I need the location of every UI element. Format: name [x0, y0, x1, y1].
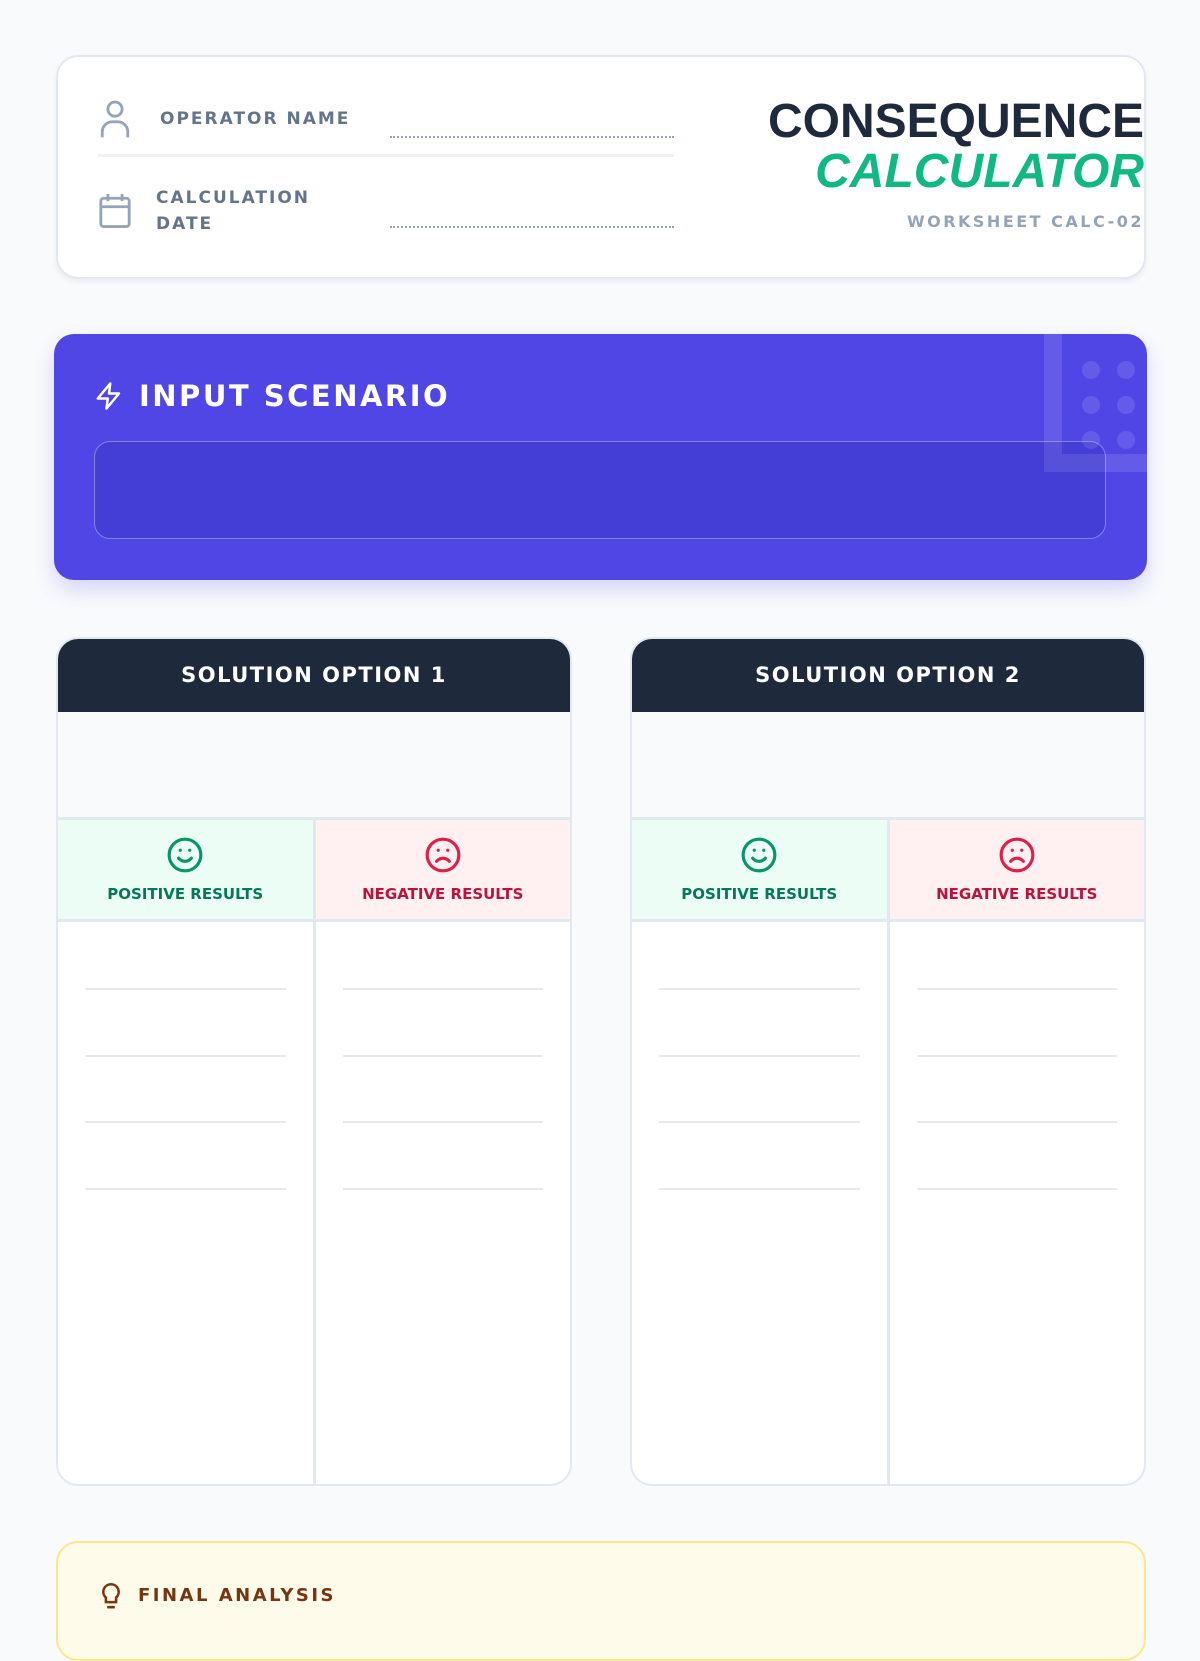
entry-line[interactable] [85, 1188, 286, 1190]
positive-column: POSITIVE RESULTS [632, 820, 887, 1484]
negative-column: NEGATIVE RESULTS [312, 820, 570, 1484]
positive-label: POSITIVE RESULTS [681, 885, 838, 903]
calculator-icon [1044, 334, 1147, 472]
entry-line[interactable] [916, 1121, 1117, 1123]
frown-icon [425, 837, 461, 873]
option-title: SOLUTION OPTION 1 [58, 639, 570, 712]
entry-line[interactable] [342, 1188, 543, 1190]
final-analysis-panel: FINAL ANALYSIS [56, 1541, 1146, 1661]
entry-line[interactable] [342, 988, 543, 990]
operator-name-input[interactable] [390, 136, 674, 138]
date-label: CALCULATION DATE [156, 188, 311, 234]
positive-column: POSITIVE RESULTS [58, 820, 313, 1484]
scenario-title: INPUT SCENARIO [139, 379, 451, 413]
lightbulb-icon [102, 1583, 120, 1609]
title-line-2: CALCULATOR [815, 145, 1144, 198]
smile-icon [167, 837, 203, 873]
title-line-1: CONSEQUENCE [767, 95, 1144, 148]
entry-line[interactable] [659, 1055, 860, 1057]
entry-line[interactable] [659, 988, 860, 990]
user-icon [100, 100, 130, 138]
negative-column: NEGATIVE RESULTS [886, 820, 1144, 1484]
frown-icon [999, 837, 1035, 873]
entry-line[interactable] [916, 988, 1117, 990]
positive-label: POSITIVE RESULTS [107, 885, 264, 903]
entry-line[interactable] [659, 1188, 860, 1190]
lightning-icon [96, 382, 121, 410]
entry-line[interactable] [85, 1055, 286, 1057]
scenario-input[interactable] [94, 441, 1106, 539]
entry-line[interactable] [916, 1055, 1117, 1057]
entry-line[interactable] [659, 1121, 860, 1123]
page-title: CONSEQUENCE CALCULATOR [768, 97, 1144, 197]
divider [98, 154, 674, 157]
entry-line[interactable] [85, 988, 286, 990]
entry-line[interactable] [342, 1121, 543, 1123]
entry-line[interactable] [916, 1188, 1117, 1190]
negative-label: NEGATIVE RESULTS [936, 885, 1098, 903]
final-analysis-title: FINAL ANALYSIS [138, 1585, 336, 1606]
option-description-input[interactable] [58, 712, 570, 820]
calculation-date-input[interactable] [390, 226, 674, 228]
solution-option-1: SOLUTION OPTION 1 POSITIVE RESULTS NEGAT… [56, 637, 572, 1486]
operator-label: OPERATOR NAME [160, 109, 351, 129]
entry-line[interactable] [342, 1055, 543, 1057]
smile-icon [741, 837, 777, 873]
option-description-input[interactable] [632, 712, 1144, 820]
entry-line[interactable] [85, 1121, 286, 1123]
option-title: SOLUTION OPTION 2 [632, 639, 1144, 712]
calendar-icon [99, 194, 131, 229]
solution-option-2: SOLUTION OPTION 2 POSITIVE RESULTS NEGAT… [630, 637, 1146, 1486]
header-card: OPERATOR NAME CALCULATION DATE CONSEQUEN… [56, 55, 1146, 279]
negative-label: NEGATIVE RESULTS [362, 885, 524, 903]
date-field: CALCULATION DATE [98, 185, 336, 237]
operator-field: OPERATOR NAME [98, 99, 350, 139]
input-scenario-panel: INPUT SCENARIO [54, 334, 1147, 580]
worksheet-code: WORKSHEET CALC-02 [906, 212, 1144, 231]
